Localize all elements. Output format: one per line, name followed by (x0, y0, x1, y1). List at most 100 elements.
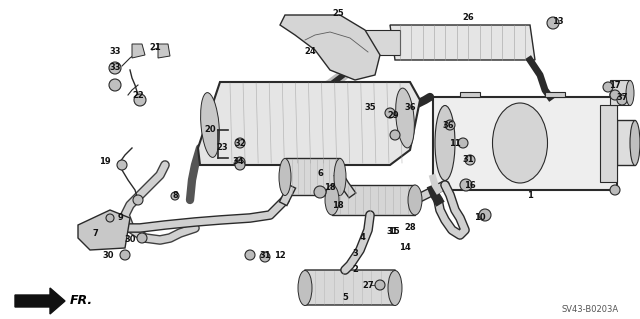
Polygon shape (332, 185, 415, 215)
Text: 20: 20 (204, 125, 216, 135)
Circle shape (133, 195, 143, 205)
Circle shape (603, 82, 613, 92)
Polygon shape (390, 25, 535, 60)
Text: 9: 9 (117, 213, 123, 222)
Circle shape (120, 250, 130, 260)
Circle shape (390, 130, 400, 140)
Text: 36: 36 (442, 121, 454, 130)
Polygon shape (132, 44, 145, 58)
Text: FR.: FR. (70, 294, 93, 308)
Circle shape (109, 62, 121, 74)
Circle shape (610, 90, 620, 100)
Circle shape (117, 160, 127, 170)
Ellipse shape (200, 93, 220, 157)
Circle shape (245, 250, 255, 260)
Text: 13: 13 (552, 18, 564, 26)
Circle shape (460, 179, 472, 191)
Circle shape (465, 155, 475, 165)
Circle shape (458, 138, 468, 148)
Circle shape (106, 214, 114, 222)
Circle shape (171, 192, 179, 200)
Polygon shape (545, 92, 565, 97)
Text: 14: 14 (399, 242, 411, 251)
Circle shape (385, 108, 395, 118)
Text: 30: 30 (102, 250, 114, 259)
Polygon shape (280, 15, 380, 80)
Text: 27: 27 (362, 280, 374, 290)
Polygon shape (460, 92, 480, 97)
Text: 19: 19 (99, 158, 111, 167)
Circle shape (479, 209, 491, 221)
Text: SV43-B0203A: SV43-B0203A (561, 305, 619, 314)
Polygon shape (360, 30, 400, 55)
Text: 18: 18 (332, 201, 344, 210)
Circle shape (314, 186, 326, 198)
Text: 37: 37 (616, 93, 628, 102)
Polygon shape (78, 210, 130, 250)
Text: 33: 33 (109, 63, 121, 72)
Ellipse shape (408, 185, 422, 215)
Text: 5: 5 (342, 293, 348, 302)
Text: 7: 7 (92, 229, 98, 239)
Ellipse shape (396, 88, 414, 148)
Ellipse shape (298, 271, 312, 306)
Circle shape (235, 160, 245, 170)
Text: 26: 26 (462, 13, 474, 23)
Text: 23: 23 (216, 144, 228, 152)
Circle shape (235, 157, 245, 167)
Polygon shape (198, 82, 420, 165)
Text: 30: 30 (124, 235, 136, 244)
Polygon shape (600, 105, 617, 182)
Circle shape (445, 120, 455, 130)
Text: 34: 34 (232, 158, 244, 167)
Text: 10: 10 (474, 213, 486, 222)
Circle shape (134, 94, 146, 106)
Circle shape (235, 138, 245, 148)
Text: 24: 24 (304, 48, 316, 56)
Circle shape (617, 95, 627, 105)
Polygon shape (300, 270, 400, 305)
Text: 2: 2 (352, 265, 358, 275)
Text: 25: 25 (332, 9, 344, 18)
Circle shape (610, 90, 620, 100)
Ellipse shape (334, 159, 346, 196)
Text: 12: 12 (274, 251, 286, 261)
Text: 31: 31 (259, 250, 271, 259)
Text: 31: 31 (386, 227, 398, 236)
Text: 28: 28 (404, 224, 416, 233)
Ellipse shape (493, 103, 547, 183)
Circle shape (610, 185, 620, 195)
Text: 15: 15 (388, 226, 400, 235)
Ellipse shape (630, 121, 640, 166)
Polygon shape (15, 288, 65, 314)
Text: 31: 31 (462, 155, 474, 165)
Ellipse shape (388, 271, 402, 306)
Polygon shape (610, 80, 630, 105)
Ellipse shape (435, 106, 455, 181)
Text: 29: 29 (387, 110, 399, 120)
Text: 3: 3 (352, 249, 358, 257)
Circle shape (547, 17, 559, 29)
Polygon shape (617, 120, 635, 165)
Circle shape (260, 252, 270, 262)
Text: 4: 4 (360, 233, 366, 241)
Text: 6: 6 (317, 168, 323, 177)
Ellipse shape (626, 80, 634, 106)
Ellipse shape (279, 159, 291, 196)
Polygon shape (158, 44, 170, 58)
Text: 21: 21 (149, 43, 161, 53)
Circle shape (137, 233, 147, 243)
Text: 1: 1 (527, 190, 533, 199)
Text: 16: 16 (464, 181, 476, 189)
Text: 22: 22 (132, 91, 144, 100)
Circle shape (109, 79, 121, 91)
Text: 8: 8 (172, 191, 178, 201)
Text: 11: 11 (449, 138, 461, 147)
Text: 33: 33 (109, 48, 121, 56)
Text: 36: 36 (404, 103, 416, 113)
Polygon shape (285, 158, 340, 195)
Circle shape (375, 280, 385, 290)
Ellipse shape (325, 185, 339, 215)
Text: 35: 35 (364, 103, 376, 113)
Text: 32: 32 (234, 138, 246, 147)
